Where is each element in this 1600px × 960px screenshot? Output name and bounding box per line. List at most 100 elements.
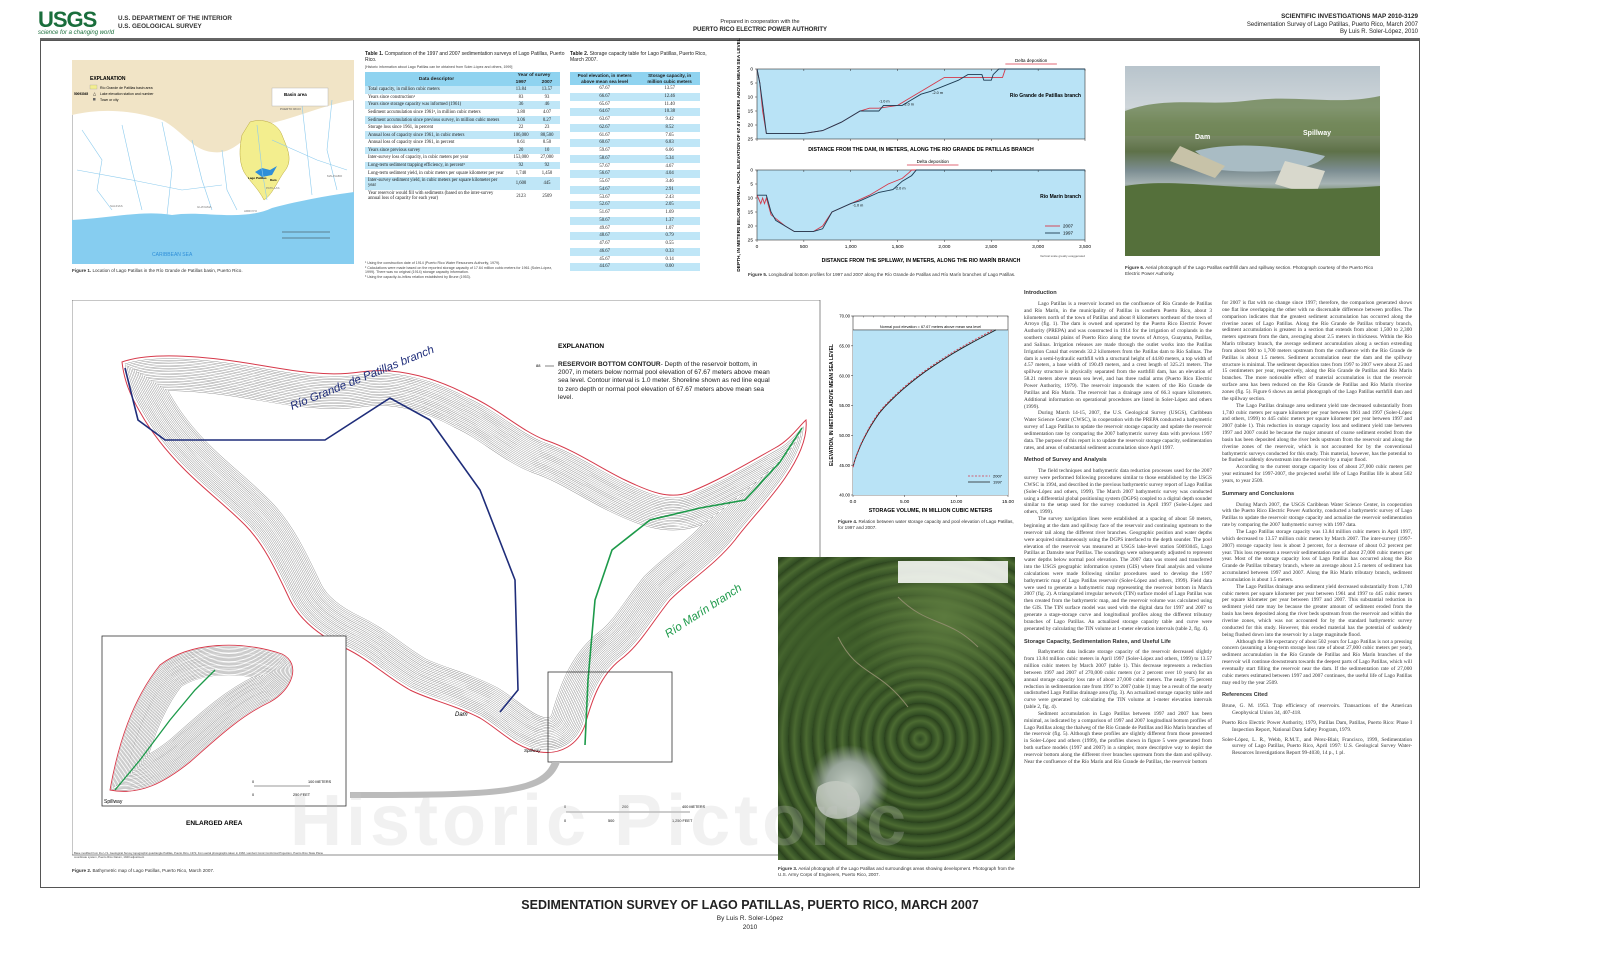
table-row: 54.67 2.91	[570, 185, 700, 194]
enlarged-area-box	[547, 671, 673, 763]
value-2007: 23	[544, 125, 550, 131]
scale-label: 500	[608, 819, 614, 823]
reference: Puerto Rico Electric Power Authority, 19…	[1222, 719, 1412, 733]
map-explanation-title: EXPLANATION	[558, 343, 604, 350]
value-2007: 2509	[542, 193, 552, 199]
y-axis-title: ELEVATION, IN METERS ABOVE MEAN SEA LEVE…	[829, 344, 835, 466]
value-1997: 92	[508, 161, 534, 170]
pool-elevation: 54.67	[570, 185, 640, 194]
legend-label: 1997	[993, 480, 1003, 485]
value-2007: 27,000	[540, 155, 554, 161]
footnote: ³ Using the capacity-to-inflow relation …	[365, 274, 471, 279]
legend-basin-swatch	[89, 84, 98, 90]
paragraph: The Lago Patillas drainage area sediment…	[1222, 583, 1412, 638]
table-row: 52.67 2.05	[570, 201, 700, 209]
figure2-caption: Figure 2. Bathymetric map of Lago Patill…	[72, 868, 372, 874]
pool-elevation: 65.67	[599, 101, 610, 107]
table-row: Years since previous survey 20 10	[365, 146, 560, 155]
row-descriptor: Sediment accumulation since 1961², in mi…	[368, 109, 481, 115]
pool-elevation: 46.67	[570, 247, 640, 256]
pool-elevation: 60.67	[570, 139, 640, 147]
pool-elevation: 58.67	[570, 154, 640, 163]
row-descriptor: Years since previous survey	[365, 146, 508, 155]
rivers	[76, 99, 348, 216]
label-spillway: Spillway	[524, 748, 541, 753]
paragraph: According to the current storage capacit…	[1222, 464, 1412, 484]
scale-label: 250 FEET	[293, 793, 311, 797]
figure3-caption: Figure 3. Aerial photograph of the Lago …	[778, 866, 1018, 878]
agency-name: U.S. DEPARTMENT OF THE INTERIOR U.S. GEO…	[118, 15, 232, 31]
table-row: 46.67 0.33	[570, 247, 700, 256]
table-row: Inter-survey sediment yield, in cubic me…	[365, 176, 560, 190]
usgs-logo-text: USGS	[38, 7, 97, 32]
value-1997: 2123	[516, 193, 526, 199]
table-row: 67.67 13.57	[570, 85, 700, 93]
y-tick-label: 65.00	[839, 343, 850, 348]
pool-elevation: 62.67	[570, 123, 640, 132]
caption-label: Figure 1.	[72, 268, 92, 273]
series-number: SCIENTIFIC INVESTIGATIONS MAP 2010-3129	[1281, 13, 1418, 20]
storage-capacity: 6.83	[639, 139, 700, 147]
value-2007: 4.07	[542, 109, 552, 115]
branch-label: Río Grande de Patillas branch	[1010, 93, 1081, 99]
scale-label: 0	[252, 780, 254, 784]
text-column-1: Introduction Lago Patillas is a reservoi…	[1024, 284, 1212, 886]
series-author: By Luis R. Soler-López, 2010	[1339, 29, 1418, 35]
table-row: 45.67 0.14	[570, 256, 700, 264]
x-tick-label: 3,000	[1032, 244, 1044, 250]
figure4-storage-curve: Normal pool elevation = 67.67 meters abo…	[829, 314, 1014, 514]
basin-area	[239, 120, 290, 201]
caption-label: Figure 4.	[838, 519, 858, 524]
pool-elevation: 59.67	[599, 148, 610, 153]
inset-shoreline	[109, 644, 294, 792]
table-row: Long-term sediment yield, in cubic meter…	[365, 169, 560, 177]
scale-note: Vertical scale greatly exaggerated	[1040, 254, 1085, 258]
branch-label: Río Marín branch	[1040, 194, 1081, 200]
value-1997: 36	[508, 101, 534, 109]
plot-area	[756, 169, 1086, 241]
fig1-explanation: EXPLANATION	[90, 76, 126, 82]
town-icon	[93, 98, 96, 101]
table-row: 49.67 1.07	[570, 225, 700, 233]
caption-label: Figure 5.	[748, 272, 768, 277]
table-row: 63.67 9.42	[570, 116, 700, 124]
y-tick-label: 10	[748, 196, 754, 202]
marin-thalweg-line	[584, 427, 803, 746]
normal-pool-label: Normal pool elevation = 67.67 meters abo…	[880, 325, 981, 329]
y-tick-label: 15	[748, 210, 754, 216]
storage-capacity: 4.67	[665, 163, 674, 169]
heading-storage: Storage Capacity, Sedimentation Rates, a…	[1024, 638, 1171, 645]
photo-label-spillway: Spillway	[1303, 130, 1332, 137]
y-tick-label: 40.00	[839, 493, 850, 498]
change-annotation: -2.0 m	[903, 102, 914, 106]
lake-label: Lago Patillas	[248, 176, 267, 180]
figure4-caption: Figure 4. Relation between water storage…	[838, 519, 1018, 531]
col-year-group: Year of survey	[508, 72, 560, 79]
x-tick-label: 1,000	[845, 244, 857, 250]
table-row: Sediment accumulation since previous sur…	[365, 116, 560, 124]
inset-title: Basin area	[284, 92, 307, 97]
caption-label: Figure 2.	[72, 868, 92, 873]
row-descriptor: Years since construction¹	[368, 94, 416, 100]
table2: Pool elevation, in meters above mean sea…	[570, 72, 700, 271]
value-1997: 0.61	[516, 140, 526, 146]
caption-label: Figure 3.	[778, 866, 798, 871]
row-descriptor: Sediment accumulation since previous sur…	[365, 116, 508, 124]
change-annotation: -1.0 m	[853, 203, 864, 207]
x-tick-label: 0	[756, 244, 759, 250]
col-1997: 1997	[508, 79, 534, 86]
legend-label: 2007	[993, 474, 1003, 479]
table1-label: Table 1.	[365, 51, 384, 57]
value-1997: 20	[508, 146, 534, 155]
photo-detail	[1125, 96, 1380, 256]
storage-capacity: 0.00	[639, 263, 700, 271]
col-descriptor: Data descriptor	[365, 72, 508, 86]
contour-sample-label: 88	[536, 363, 541, 368]
paragraph: During March 2007, the USGS Caribbean Wa…	[1222, 501, 1412, 529]
y-tick-label: 60.00	[839, 373, 850, 378]
pool-elevation: 61.67	[599, 132, 610, 138]
x-tick-label: 500	[800, 244, 808, 250]
table1: Data descriptor Year of survey 1997 2007 T…	[365, 72, 560, 203]
author: By Luis R. Soler-López	[716, 915, 784, 922]
value-1997: 22	[518, 125, 524, 131]
